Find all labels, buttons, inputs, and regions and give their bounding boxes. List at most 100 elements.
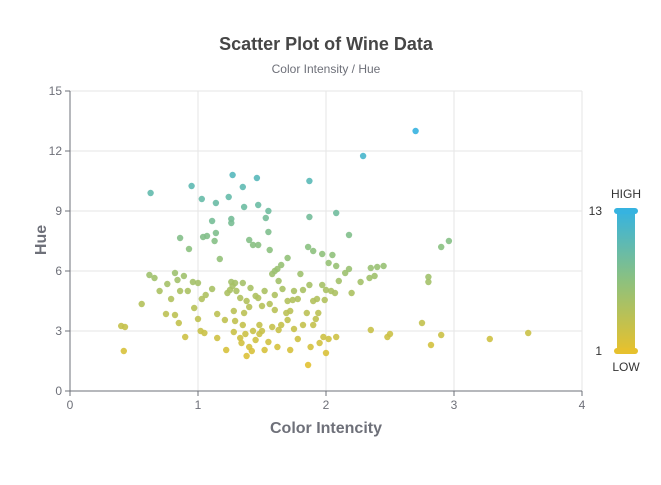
data-point[interactable] (237, 334, 244, 342)
data-point[interactable] (176, 234, 184, 242)
data-point[interactable] (138, 300, 145, 308)
data-point[interactable] (258, 327, 266, 335)
data-point[interactable] (261, 346, 268, 354)
data-point[interactable] (278, 261, 285, 269)
data-point[interactable] (269, 323, 276, 331)
data-point[interactable] (198, 195, 205, 203)
data-point[interactable] (304, 361, 312, 369)
data-point[interactable] (249, 241, 257, 249)
data-point[interactable] (315, 309, 322, 317)
data-point[interactable] (256, 321, 263, 329)
data-point[interactable] (303, 309, 310, 317)
data-point[interactable] (321, 296, 328, 304)
data-point[interactable] (425, 273, 432, 281)
data-point[interactable] (283, 309, 290, 317)
data-point[interactable] (438, 243, 445, 251)
data-point[interactable] (255, 294, 262, 302)
data-point[interactable] (246, 303, 253, 311)
data-point[interactable] (284, 254, 291, 262)
data-point[interactable] (184, 287, 191, 295)
data-point[interactable] (214, 334, 221, 342)
data-point[interactable] (265, 338, 272, 346)
data-point[interactable] (366, 274, 373, 282)
data-point[interactable] (265, 207, 272, 215)
data-point[interactable] (240, 309, 248, 317)
data-point[interactable] (198, 295, 205, 303)
data-point[interactable] (357, 278, 364, 286)
data-point[interactable] (331, 289, 339, 297)
data-point[interactable] (266, 300, 273, 308)
data-point[interactable] (312, 315, 319, 323)
data-point[interactable] (306, 177, 313, 185)
data-point[interactable] (380, 262, 387, 270)
data-point[interactable] (231, 317, 239, 325)
data-point[interactable] (274, 343, 281, 351)
data-point[interactable] (386, 330, 394, 338)
data-point[interactable] (294, 295, 301, 303)
data-point[interactable] (252, 336, 259, 344)
data-point[interactable] (319, 250, 326, 258)
data-point[interactable] (147, 189, 154, 197)
data-point[interactable] (249, 327, 257, 335)
data-point[interactable] (342, 269, 349, 277)
data-point[interactable] (333, 209, 340, 217)
data-point[interactable] (322, 349, 330, 357)
data-point[interactable] (320, 333, 327, 341)
data-point[interactable] (374, 263, 381, 271)
data-point[interactable] (290, 325, 298, 333)
data-point[interactable] (289, 296, 296, 304)
data-point[interactable] (322, 286, 330, 294)
data-point[interactable] (164, 280, 171, 288)
data-point[interactable] (167, 295, 175, 303)
data-point[interactable] (203, 232, 211, 240)
data-point[interactable] (418, 319, 426, 327)
visual-map-top-handle[interactable] (614, 208, 638, 214)
data-point[interactable] (221, 316, 229, 324)
data-point[interactable] (185, 245, 193, 253)
data-point[interactable] (261, 287, 268, 295)
data-point[interactable] (371, 272, 378, 280)
data-point[interactable] (299, 286, 307, 294)
data-point[interactable] (333, 262, 340, 270)
data-point[interactable] (121, 323, 129, 331)
data-point[interactable] (216, 255, 223, 263)
data-point[interactable] (225, 193, 232, 201)
data-point[interactable] (194, 315, 202, 323)
data-point[interactable] (262, 214, 269, 222)
data-point[interactable] (151, 274, 158, 282)
data-point[interactable] (438, 331, 445, 339)
data-point[interactable] (212, 229, 220, 237)
data-point[interactable] (255, 201, 262, 209)
data-point[interactable] (287, 346, 294, 354)
data-point[interactable] (208, 285, 216, 293)
data-point[interactable] (274, 265, 281, 273)
data-point[interactable] (171, 269, 179, 277)
data-point[interactable] (310, 247, 317, 255)
data-point[interactable] (189, 278, 197, 286)
data-point[interactable] (176, 287, 184, 295)
data-point[interactable] (278, 321, 285, 329)
data-point[interactable] (191, 304, 198, 312)
data-point[interactable] (246, 236, 253, 244)
data-point[interactable] (265, 228, 272, 236)
data-point[interactable] (319, 281, 326, 289)
data-point[interactable] (156, 287, 163, 295)
data-point[interactable] (202, 291, 209, 299)
data-point[interactable] (427, 341, 435, 349)
data-point[interactable] (237, 294, 244, 302)
data-point[interactable] (284, 316, 291, 324)
data-point[interactable] (306, 281, 313, 289)
data-point[interactable] (230, 328, 237, 336)
data-point[interactable] (294, 335, 301, 343)
data-point[interactable] (239, 183, 246, 191)
visual-map-bottom-handle[interactable] (614, 348, 638, 354)
data-point[interactable] (182, 333, 189, 341)
data-point[interactable] (171, 311, 179, 319)
data-point[interactable] (238, 339, 245, 347)
data-point[interactable] (345, 265, 353, 273)
data-point[interactable] (239, 279, 246, 287)
data-point[interactable] (310, 321, 317, 329)
data-point[interactable] (194, 279, 202, 287)
data-point[interactable] (306, 213, 313, 221)
data-point[interactable] (211, 237, 218, 245)
